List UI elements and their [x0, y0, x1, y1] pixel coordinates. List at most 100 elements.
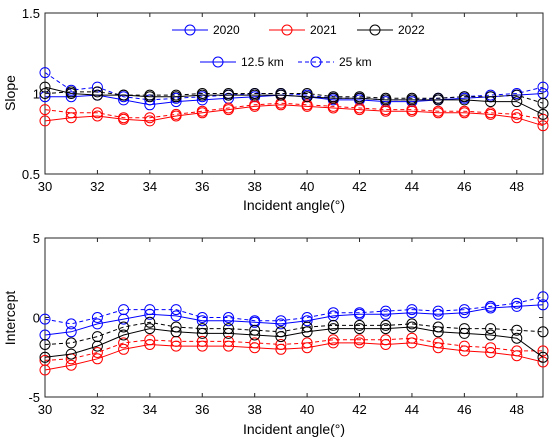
slope-series-line-2022-25km — [44, 91, 544, 104]
intercept-data-point — [327, 323, 339, 335]
slope-data-point — [91, 86, 103, 98]
slope-data-point — [485, 96, 497, 108]
slope-data-point — [170, 89, 182, 101]
legend-marker-2020 — [184, 24, 196, 36]
intercept-data-point — [144, 323, 156, 335]
intercept-data-point — [118, 304, 130, 316]
intercept-data-point — [301, 321, 313, 333]
intercept-data-point — [537, 345, 549, 357]
legend-marker-2021 — [281, 24, 293, 36]
intercept-y-axis-label: Intercept — [2, 291, 18, 346]
intercept-data-point — [275, 318, 287, 330]
slope-data-point — [537, 108, 549, 120]
intercept-data-point — [511, 297, 523, 309]
slope-data-point — [223, 102, 234, 114]
intercept-data-point — [118, 321, 130, 333]
intercept-data-point — [196, 340, 208, 352]
intercept-data-point — [485, 300, 497, 312]
slope-data-point — [301, 88, 313, 99]
slope-data-point — [301, 99, 313, 111]
intercept-data-point — [223, 323, 234, 335]
intercept-data-point — [91, 347, 103, 358]
slope-data-point — [196, 105, 208, 117]
intercept-data-point — [301, 342, 313, 354]
slope-data-point — [458, 91, 470, 103]
intercept-x-tick-label: 42 — [352, 402, 366, 417]
intercept-data-point — [91, 353, 103, 365]
intercept-data-point — [354, 334, 365, 346]
intercept-x-tick-label: 48 — [510, 402, 524, 417]
intercept-x-tick-label: 36 — [195, 402, 209, 417]
slope-data-point — [39, 81, 51, 93]
intercept-series-line-2020-25km — [44, 296, 544, 325]
slope-x-tick-label: 32 — [90, 179, 104, 194]
intercept-data-point — [406, 318, 418, 330]
slope-data-point — [301, 91, 313, 103]
slope-series-group — [39, 67, 549, 132]
slope-x-tick-label: 34 — [143, 179, 157, 194]
slope-panel: 30 32 34 36 38 40 42 44 46 48 0.5 1 1.5 2020 2021 2022… — [2, 6, 549, 213]
intercept-series-line-2020-125km — [44, 304, 544, 336]
legend-marker-2022 — [369, 24, 381, 36]
legend-label-res-1: 12.5 km — [241, 55, 284, 69]
intercept-data-point — [275, 326, 287, 338]
intercept-data-point — [39, 313, 51, 325]
intercept-data-point — [380, 308, 392, 320]
slope-data-point — [485, 91, 497, 103]
slope-data-point — [406, 92, 418, 104]
slope-data-point — [65, 86, 77, 98]
intercept-data-point — [170, 310, 182, 322]
intercept-data-point — [275, 339, 287, 350]
intercept-data-point — [432, 326, 444, 338]
intercept-data-point — [537, 326, 549, 338]
intercept-data-point — [511, 324, 523, 336]
slope-data-point — [327, 91, 339, 103]
intercept-series-line-2021-25km — [44, 337, 543, 361]
intercept-data-point — [406, 307, 418, 319]
intercept-axes: 30 32 34 36 38 40 42 44 46 48 -5 0 5 — [28, 231, 543, 417]
intercept-data-point — [39, 339, 51, 350]
intercept-data-point — [196, 323, 208, 335]
intercept-data-point — [170, 304, 182, 316]
intercept-data-point — [249, 337, 261, 349]
slope-legend: 2020 2021 2022 12.5 km 25 km — [172, 23, 425, 69]
intercept-data-point — [432, 342, 444, 354]
intercept-data-point — [144, 316, 156, 328]
intercept-data-point — [144, 334, 156, 346]
intercept-data-point — [223, 340, 234, 352]
intercept-data-point — [301, 337, 313, 349]
slope-data-point — [511, 108, 523, 120]
intercept-data-point — [301, 315, 313, 327]
legend-label-res-2: 25 km — [339, 55, 372, 69]
intercept-y-tick-label: -5 — [28, 390, 40, 405]
intercept-data-point — [327, 319, 339, 331]
slope-data-point — [249, 88, 261, 99]
slope-data-point — [144, 115, 156, 127]
intercept-data-point — [406, 304, 418, 316]
slope-x-tick-label: 38 — [247, 179, 261, 194]
slope-x-tick-label: 48 — [510, 179, 524, 194]
slope-data-point — [223, 88, 234, 99]
slope-y-tick-label: 0.5 — [22, 167, 40, 182]
slope-y-tick-label: 1 — [33, 87, 40, 102]
intercept-data-point — [380, 323, 392, 335]
slope-data-point — [511, 89, 523, 101]
intercept-data-point — [354, 307, 365, 319]
intercept-data-point — [275, 315, 287, 327]
intercept-series-line-2021-125km — [44, 342, 544, 371]
slope-x-axis-label: Incident angle(°) — [243, 197, 345, 213]
slope-x-tick-label: 40 — [300, 179, 314, 194]
intercept-data-point — [432, 321, 444, 333]
intercept-data-point — [65, 359, 77, 371]
legend-label-2021: 2021 — [310, 23, 337, 37]
intercept-data-point — [223, 327, 234, 339]
slope-data-point — [118, 89, 130, 101]
intercept-data-point — [249, 324, 261, 336]
slope-x-tick-label: 42 — [352, 179, 366, 194]
intercept-x-axis-label: Incident angle(°) — [243, 421, 345, 437]
slope-x-tick-label: 30 — [38, 179, 52, 194]
intercept-data-point — [327, 337, 339, 349]
intercept-series-line-2022-25km — [44, 321, 544, 345]
slope-axes: 30 32 34 36 38 40 42 44 46 48 0.5 1 1.5 — [22, 6, 543, 194]
legend-marker-res-1 — [212, 56, 224, 68]
